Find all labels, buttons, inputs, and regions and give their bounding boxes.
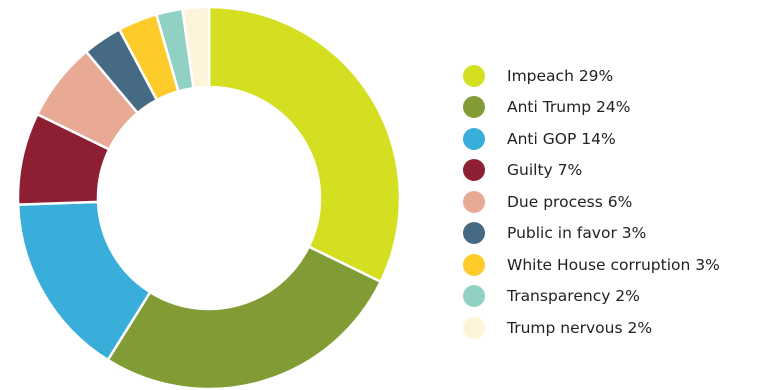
slice-anti-trump [106,245,382,390]
legend-item-guilty: Guilty 7% [463,155,720,187]
legend-label: Guilty 7% [507,161,583,180]
legend: Impeach 29% Anti Trump 24% Anti GOP 14% Gui… [463,60,720,344]
legend-swatch [463,316,485,339]
legend-swatch [463,190,485,213]
legend-swatch [463,127,485,150]
legend-swatch [463,222,485,245]
slice-trump-nervous [181,5,211,90]
legend-label: White House corruption 3% [507,255,720,274]
legend-label: Trump nervous 2% [507,318,653,337]
legend-item-impeach: Impeach 29% [463,60,720,92]
legend-item-due-process: Due process 6% [463,186,720,218]
legend-item-anti-gop: Anti GOP 14% [463,123,720,155]
legend-swatch [463,96,485,119]
legend-swatch [463,253,485,276]
legend-swatch [463,159,485,182]
legend-swatch [463,285,485,308]
legend-label: Public in favor 3% [507,224,647,243]
legend-label: Anti Trump 24% [507,98,631,117]
legend-label: Due process 6% [507,192,633,211]
legend-label: Impeach 29% [507,66,614,85]
legend-swatch [463,64,485,87]
legend-item-public-in-favor: Public in favor 3% [463,218,720,250]
legend-label: Anti GOP 14% [507,129,616,148]
legend-item-anti-trump: Anti Trump 24% [463,92,720,124]
donut-chart [16,5,402,390]
legend-item-white-house-corruption: White House corruption 3% [463,249,720,281]
legend-item-trump-nervous: Trump nervous 2% [463,312,720,344]
slice-impeach [207,5,402,283]
legend-item-transparency: Transparency 2% [463,281,720,313]
legend-label: Transparency 2% [507,287,640,306]
